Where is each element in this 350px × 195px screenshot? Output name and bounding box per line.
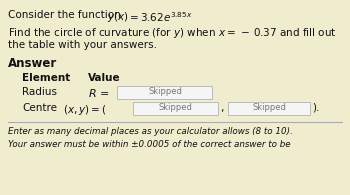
Text: Answer: Answer [8, 57, 57, 70]
Text: $y(x)$: $y(x)$ [107, 10, 129, 24]
Text: Your answer must be within ±0.0005 of the correct answer to be: Your answer must be within ±0.0005 of th… [8, 140, 290, 149]
Text: $(x, y) = ($: $(x, y) = ($ [63, 103, 107, 117]
Text: Find the circle of curvature (for $y$) when $x = \,-\,0.37$ and fill out: Find the circle of curvature (for $y$) w… [8, 26, 337, 40]
Text: Value: Value [88, 73, 121, 83]
Text: Skipped: Skipped [158, 103, 192, 112]
Text: Enter as many decimal places as your calculator allows (8 to 10).: Enter as many decimal places as your cal… [8, 127, 293, 136]
Text: Element: Element [22, 73, 70, 83]
Text: Radius: Radius [22, 87, 57, 97]
Text: ).: ). [312, 103, 319, 113]
FancyBboxPatch shape [117, 86, 212, 99]
Text: Consider the function: Consider the function [8, 10, 124, 20]
Text: Skipped: Skipped [252, 103, 286, 112]
FancyBboxPatch shape [228, 102, 310, 115]
Text: $= 3.62e^{3.85x}$: $= 3.62e^{3.85x}$ [124, 10, 192, 24]
Text: Skipped: Skipped [148, 87, 182, 96]
Text: $R\, =$: $R\, =$ [88, 87, 110, 99]
FancyBboxPatch shape [133, 102, 218, 115]
Text: ,: , [220, 103, 223, 113]
Text: the table with your answers.: the table with your answers. [8, 40, 157, 50]
Text: Centre: Centre [22, 103, 57, 113]
